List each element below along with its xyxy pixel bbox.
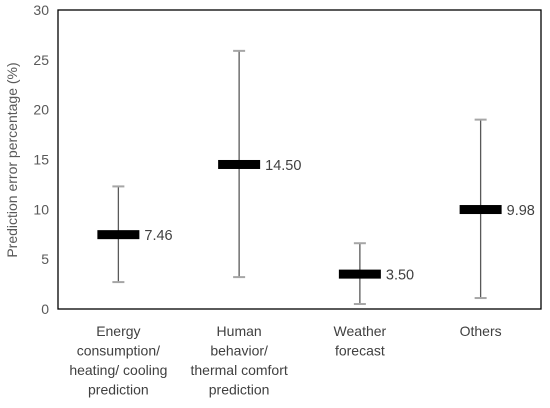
mean-marker xyxy=(338,269,381,279)
x-category-label-line: Human xyxy=(217,323,262,339)
x-category-label-line: thermal comfort xyxy=(191,362,288,378)
x-category-label-line: Others xyxy=(460,323,502,339)
y-tick-label: 0 xyxy=(41,301,49,317)
y-tick-label: 20 xyxy=(33,102,49,118)
plot-frame xyxy=(57,9,542,310)
y-tick-label: 5 xyxy=(41,251,49,267)
y-tick-label: 10 xyxy=(33,201,49,217)
value-label: 9.98 xyxy=(507,203,535,219)
x-category-label: Human behavior/thermal comfort prediction xyxy=(191,323,288,398)
x-category-label-line: forecast xyxy=(335,343,385,359)
y-axis-ticks: 0 5 10 15 20 25 30 xyxy=(33,2,49,317)
value-label: 7.46 xyxy=(144,228,172,244)
y-axis-title: Prediction error percentage (%) xyxy=(4,62,20,257)
x-category-label-line: behavior/ xyxy=(210,343,268,359)
x-category-label: Weather forecast xyxy=(334,323,387,359)
mean-marker xyxy=(97,230,140,240)
value-label: 3.50 xyxy=(386,268,414,284)
x-category-label-line: prediction xyxy=(88,382,149,398)
mean-marker xyxy=(218,159,261,169)
x-category-label-line: consumption/ xyxy=(77,343,160,359)
value-label: 14.50 xyxy=(265,158,301,174)
x-category-label-line: prediction xyxy=(209,382,270,398)
error-bar-series: 7.46 14.50 3.50 9.98 xyxy=(97,49,535,306)
x-category-label-line: Energy xyxy=(96,323,140,339)
x-axis-category-labels: Energy consumption/heating/ cooling predic… xyxy=(69,323,501,398)
x-category-label: Energy consumption/heating/ cooling predic… xyxy=(69,323,167,398)
x-category-label-line: Weather xyxy=(334,323,387,339)
x-category-label: Others xyxy=(460,323,502,339)
x-category-label-line: heating/ cooling xyxy=(69,362,167,378)
y-tick-label: 30 xyxy=(33,2,49,18)
y-tick-label: 15 xyxy=(33,152,49,168)
mean-marker xyxy=(459,205,502,215)
y-tick-label: 25 xyxy=(33,52,49,68)
